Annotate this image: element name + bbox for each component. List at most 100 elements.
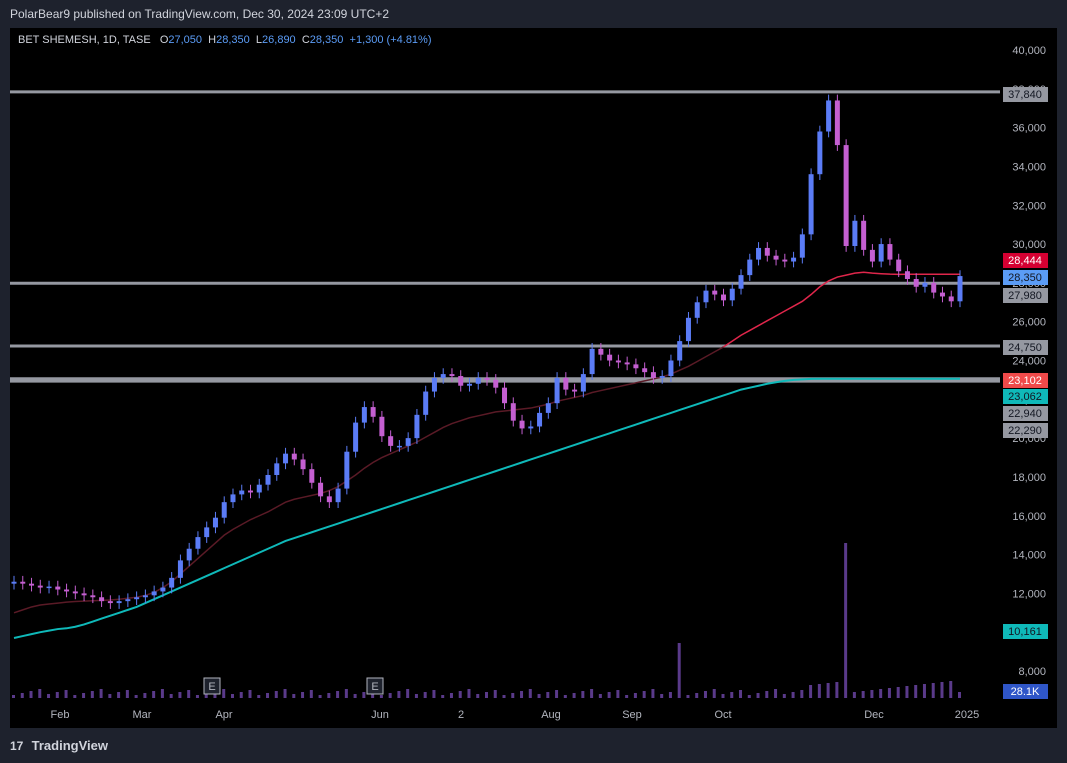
candle-body (808, 174, 814, 235)
volume-bar (222, 689, 226, 698)
candle-body (659, 376, 665, 378)
volume-bar (143, 693, 147, 698)
volume-bar (423, 692, 427, 698)
x-tick-label: 2025 (955, 709, 979, 721)
price-tag-label: 27,980 (1008, 290, 1042, 302)
volume-bar (835, 682, 839, 698)
volume-bar (668, 692, 672, 698)
candle-body (20, 581, 26, 584)
price-tag-label: 28,444 (1008, 255, 1042, 267)
candle-body (896, 259, 902, 272)
volume-bar (572, 693, 576, 698)
candle-body (834, 100, 840, 146)
price-tag-label: 23,062 (1008, 391, 1042, 403)
volume-bar (555, 690, 559, 698)
volume-bar (204, 693, 208, 698)
volume-bar (747, 695, 751, 698)
volume-bar (800, 690, 804, 698)
volume-bar (642, 691, 646, 698)
volume-bar (791, 692, 795, 698)
candle-body (782, 259, 788, 262)
candle-body (519, 420, 525, 429)
volume-bar (581, 691, 585, 698)
volume-bar (520, 691, 524, 698)
candle-body (466, 383, 472, 386)
x-tick-label: Jun (371, 709, 389, 721)
candle-body (72, 591, 78, 594)
candle-body (502, 387, 508, 404)
price-tag-last (1003, 270, 1048, 285)
candle-body (379, 416, 385, 437)
y-tick-label: 24,000 (1012, 356, 1046, 368)
volume-bar (90, 691, 94, 698)
ma-short-line (723, 271, 960, 348)
volume-bar (257, 695, 261, 698)
candle-body (843, 145, 849, 247)
volume-bar (695, 693, 699, 698)
volume-bar (774, 689, 778, 698)
price-tag-level (1003, 340, 1048, 355)
price-tag-label: 22,940 (1008, 408, 1042, 420)
ma-long-line (13, 377, 960, 639)
volume-bar (896, 687, 900, 698)
x-tick-label: Feb (51, 709, 70, 721)
candle-body (125, 599, 131, 602)
chart-panel[interactable]: 40,00038,00036,00034,00032,00030,00028,0… (10, 28, 1057, 728)
volume-bar (239, 692, 243, 698)
candle-body (887, 244, 893, 260)
candle-body (151, 591, 157, 596)
candle-body (957, 276, 963, 302)
volume-bar (905, 686, 909, 698)
candle-body (142, 595, 148, 598)
candle-body (29, 583, 35, 586)
candle-body (633, 364, 639, 369)
candle-body (326, 496, 332, 503)
tradingview-brand[interactable]: 17 TradingView (10, 736, 108, 756)
volume-bar (712, 689, 716, 698)
volume-bar (266, 693, 270, 698)
candle-body (265, 474, 271, 485)
candle-body (747, 259, 753, 276)
volume-bar (931, 683, 935, 698)
candle-body (230, 494, 236, 503)
volume-bar (511, 693, 515, 698)
ma-short-line-early (13, 346, 724, 614)
candle-body (510, 403, 516, 421)
y-tick-label: 40,000 (1012, 45, 1046, 57)
candle-body (55, 586, 61, 590)
candle-body (817, 131, 823, 175)
y-tick-label: 34,000 (1012, 161, 1046, 173)
high-value: 28,350 (216, 34, 250, 46)
symbol-label[interactable]: BET SHEMESH, 1D, TASE (18, 34, 151, 46)
candle-body (668, 360, 674, 377)
earnings-marker-icon (366, 677, 384, 695)
y-tick-label: 30,000 (1012, 239, 1046, 251)
candle-body (370, 407, 376, 417)
volume-bar (362, 692, 366, 698)
volume-bar (82, 693, 86, 698)
volume-bar (809, 685, 813, 698)
volume-bar (502, 695, 506, 698)
price-tag-label: 10,161 (1008, 626, 1042, 638)
candle-body (90, 595, 96, 598)
earnings-marker-label: E (208, 681, 215, 693)
candle-body (291, 453, 297, 460)
candle-body (607, 354, 613, 361)
y-tick-label: 12,000 (1012, 588, 1046, 600)
earnings-marker-label: E (371, 681, 378, 693)
candle-body (729, 288, 735, 301)
volume-bar (178, 692, 182, 698)
candle-body (484, 377, 490, 380)
volume-bar (388, 693, 392, 698)
price-chart[interactable]: 40,00038,00036,00034,00032,00030,00028,0… (10, 28, 1057, 728)
price-tag-label: 23,102 (1008, 375, 1042, 387)
x-tick-label: Oct (714, 709, 731, 721)
volume-bar (20, 693, 24, 698)
candle-body (11, 581, 17, 584)
candle-body (195, 537, 201, 549)
volume-bar (616, 690, 620, 698)
volume-bar (187, 690, 191, 698)
candle-body (939, 292, 945, 297)
volume-bar (493, 690, 497, 698)
x-tick-label: 2 (458, 709, 464, 721)
